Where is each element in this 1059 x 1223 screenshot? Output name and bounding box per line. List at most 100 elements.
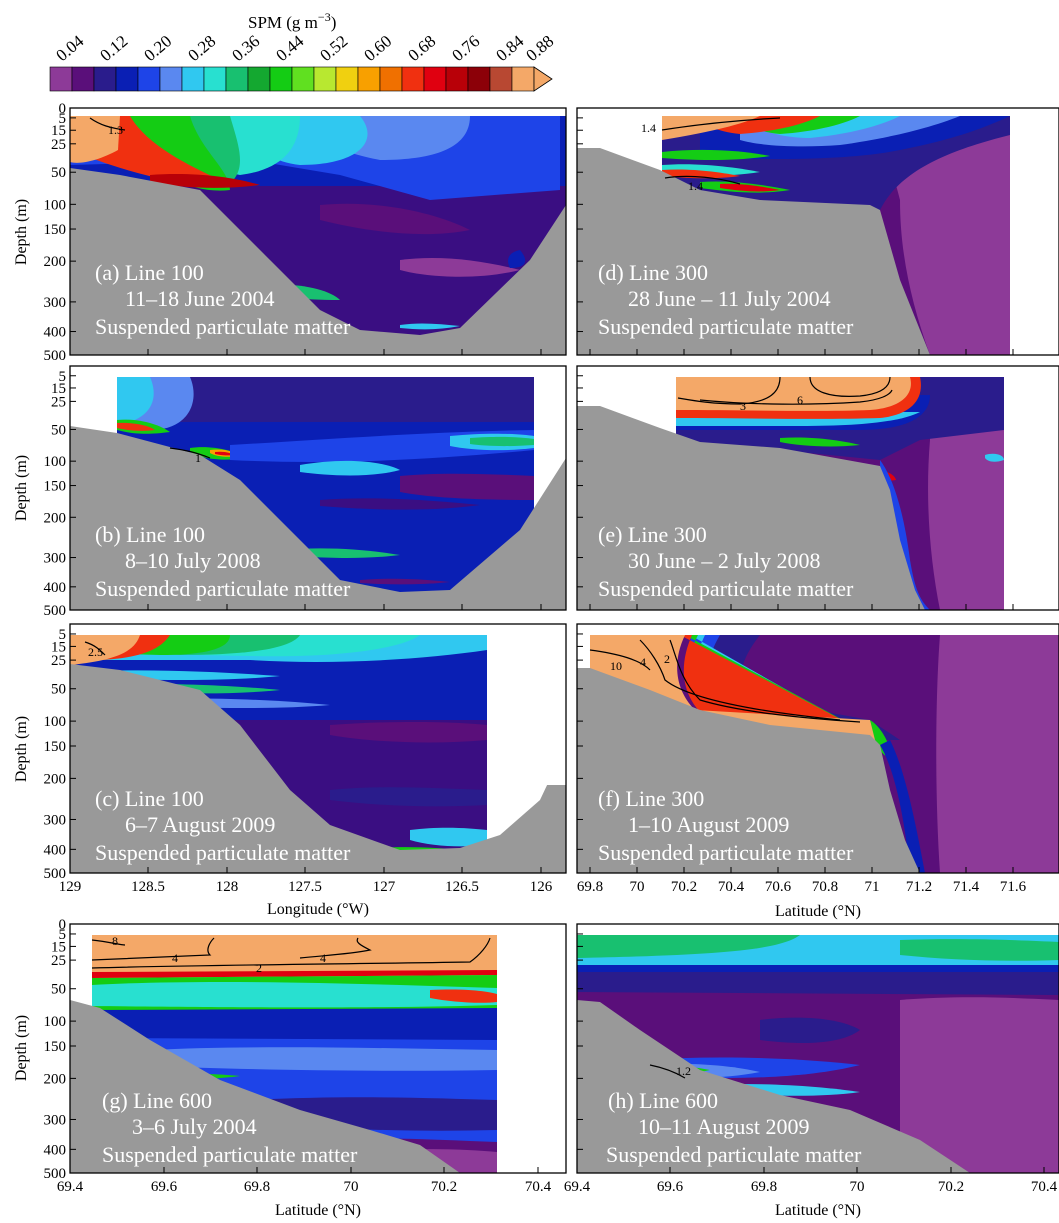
x-tick-label: 70.6 xyxy=(765,879,792,895)
colorbar-extend-arrow xyxy=(533,66,553,92)
colorbar-cell xyxy=(159,66,183,92)
panel-g-dates: 3–6 July 2004 xyxy=(132,1114,257,1139)
panel-c: 2.5 (c) Line 100 6–7 August 2009 Suspend… xyxy=(69,623,567,874)
y-tick-label: 500 xyxy=(44,1166,67,1182)
axes-layer: 0515255010015020030040050051525501001502… xyxy=(44,101,1058,1195)
x-tick-label: 71.2 xyxy=(906,879,932,895)
colorbar-cell xyxy=(203,66,227,92)
x-tick-label: 69.6 xyxy=(151,1179,178,1195)
panel-f-line: (f) Line 300 xyxy=(598,786,704,811)
colorbar-tick: 0.28 xyxy=(184,31,219,65)
panel-g-contour-label-4: 2 xyxy=(256,961,262,975)
panel-c-line: (c) Line 100 xyxy=(95,786,204,811)
x-tick-label: 69.8 xyxy=(751,1179,777,1195)
colorbar-tick: 0.88 xyxy=(522,31,557,65)
panel-a-dates: 11–18 June 2004 xyxy=(125,286,275,311)
panel-g-contour-label-3: 4 xyxy=(320,951,326,965)
colorbar-cell xyxy=(291,66,315,92)
y-tick-label: 400 xyxy=(44,1142,67,1158)
panel-c-dates: 6–7 August 2009 xyxy=(125,812,275,837)
y-axis-title-a: Depth (m) xyxy=(13,199,30,265)
y-tick-label: 100 xyxy=(44,1014,67,1030)
panel-b-field: 1 xyxy=(70,377,566,610)
x-tick-label: 70 xyxy=(344,1179,359,1195)
y-tick-label: 0 xyxy=(59,101,67,117)
x-tick-label: 70.2 xyxy=(671,879,697,895)
colorbar-tick: 0.52 xyxy=(316,31,351,65)
panel-c-variable: Suspended particulate matter xyxy=(95,840,351,865)
y-tick-label: 400 xyxy=(44,580,67,596)
colorbar-cell xyxy=(49,66,73,92)
panel-f-field: 10 4 2 xyxy=(577,635,1059,873)
panel-f-contour-label-2: 4 xyxy=(640,655,646,669)
panel-d-dates: 28 June – 11 July 2004 xyxy=(628,286,831,311)
y-tick-label: 25 xyxy=(51,653,66,669)
colorbar-cell xyxy=(445,66,469,92)
x-tick-label: 70 xyxy=(850,1179,865,1195)
panel-g-seafloor xyxy=(70,1000,460,1173)
panel-d: 1.4 1.4 (d) Line 300 28 June – 11 July 2… xyxy=(576,107,1059,356)
colorbar-cell xyxy=(247,66,271,92)
x-tick-label: 69.8 xyxy=(577,879,603,895)
colorbar-cell xyxy=(357,66,381,92)
colorbar-tick: 0.36 xyxy=(228,31,263,65)
panel-e-dates: 30 June – 2 July 2008 xyxy=(628,548,821,573)
panel-a-seafloor xyxy=(70,168,566,355)
x-axis-title-f: Latitude (°N) xyxy=(775,903,861,920)
colorbar: SPM (g m−3) 0.04 0.12 0.20 0.28 0.36 0.4… xyxy=(49,10,557,92)
panel-d-contour-label-1: 1.4 xyxy=(641,121,656,135)
x-tick-label: 69.6 xyxy=(657,1179,684,1195)
x-axis-title-h: Latitude (°N) xyxy=(775,1202,861,1219)
y-tick-label: 50 xyxy=(51,682,66,698)
y-tick-label: 200 xyxy=(44,254,67,270)
y-tick-label: 200 xyxy=(44,510,67,526)
panel-a-variable: Suspended particulate matter xyxy=(95,314,351,339)
x-tick-label: 126.5 xyxy=(445,879,479,895)
panel-g-field: 8 4 4 2 xyxy=(70,934,497,1173)
panel-g-contour-label-1: 8 xyxy=(112,934,118,948)
colorbar-cell xyxy=(423,66,447,92)
y-tick-label: 15 xyxy=(51,939,66,955)
colorbar-title: SPM (g m−3) xyxy=(248,10,336,32)
panel-b-contour-label: 1 xyxy=(195,451,201,465)
panel-g-line: (g) Line 600 xyxy=(102,1088,212,1113)
panel-f-contour-label-3: 2 xyxy=(664,652,670,666)
y-tick-label: 400 xyxy=(44,842,67,858)
panel-g-variable: Suspended particulate matter xyxy=(102,1142,358,1167)
colorbar-cell xyxy=(181,66,205,92)
panel-b-line: (b) Line 100 xyxy=(95,522,205,547)
y-tick-label: 0 xyxy=(59,917,67,933)
y-tick-label: 400 xyxy=(44,325,67,341)
colorbar-cells xyxy=(49,66,553,92)
panel-h-seafloor xyxy=(577,1000,970,1173)
colorbar-tick: 0.12 xyxy=(96,31,131,65)
panel-h-contour-label: 1.2 xyxy=(676,1064,691,1078)
colorbar-tick-labels: 0.04 0.12 0.20 0.28 0.36 0.44 0.52 0.60 … xyxy=(52,31,557,65)
panel-b: 1 (b) Line 100 8–10 July 2008 Suspended … xyxy=(69,365,567,611)
panel-f-seafloor xyxy=(577,668,920,873)
panel-d-variable: Suspended particulate matter xyxy=(598,314,854,339)
x-tick-label: 129 xyxy=(59,879,82,895)
panel-d-seafloor xyxy=(577,148,930,355)
panel-g-contour-label-2: 4 xyxy=(172,951,178,965)
x-tick-label: 70.2 xyxy=(431,1179,457,1195)
x-tick-label: 69.4 xyxy=(564,1179,591,1195)
panel-c-field: 2.5 xyxy=(70,635,566,873)
y-tick-label: 25 xyxy=(51,394,66,410)
y-tick-label: 500 xyxy=(44,348,67,364)
panel-c-contour-label: 2.5 xyxy=(88,645,103,659)
y-axis-title-c: Depth (m) xyxy=(13,716,30,782)
x-axis-title-g: Latitude (°N) xyxy=(275,1202,361,1219)
colorbar-cell xyxy=(225,66,249,92)
panel-h-dates: 10–11 August 2009 xyxy=(638,1114,810,1139)
y-tick-label: 300 xyxy=(44,812,67,828)
y-tick-label: 25 xyxy=(51,953,66,969)
y-tick-label: 200 xyxy=(44,1071,67,1087)
x-tick-label: 71.4 xyxy=(953,879,980,895)
y-tick-label: 150 xyxy=(44,739,67,755)
colorbar-cell xyxy=(511,66,535,92)
panel-h: 1.2 (h) Line 600 10–11 August 2009 Suspe… xyxy=(576,923,1059,1174)
colorbar-cell xyxy=(467,66,491,92)
panel-f-dates: 1–10 August 2009 xyxy=(628,812,789,837)
panel-h-variable: Suspended particulate matter xyxy=(606,1142,862,1167)
